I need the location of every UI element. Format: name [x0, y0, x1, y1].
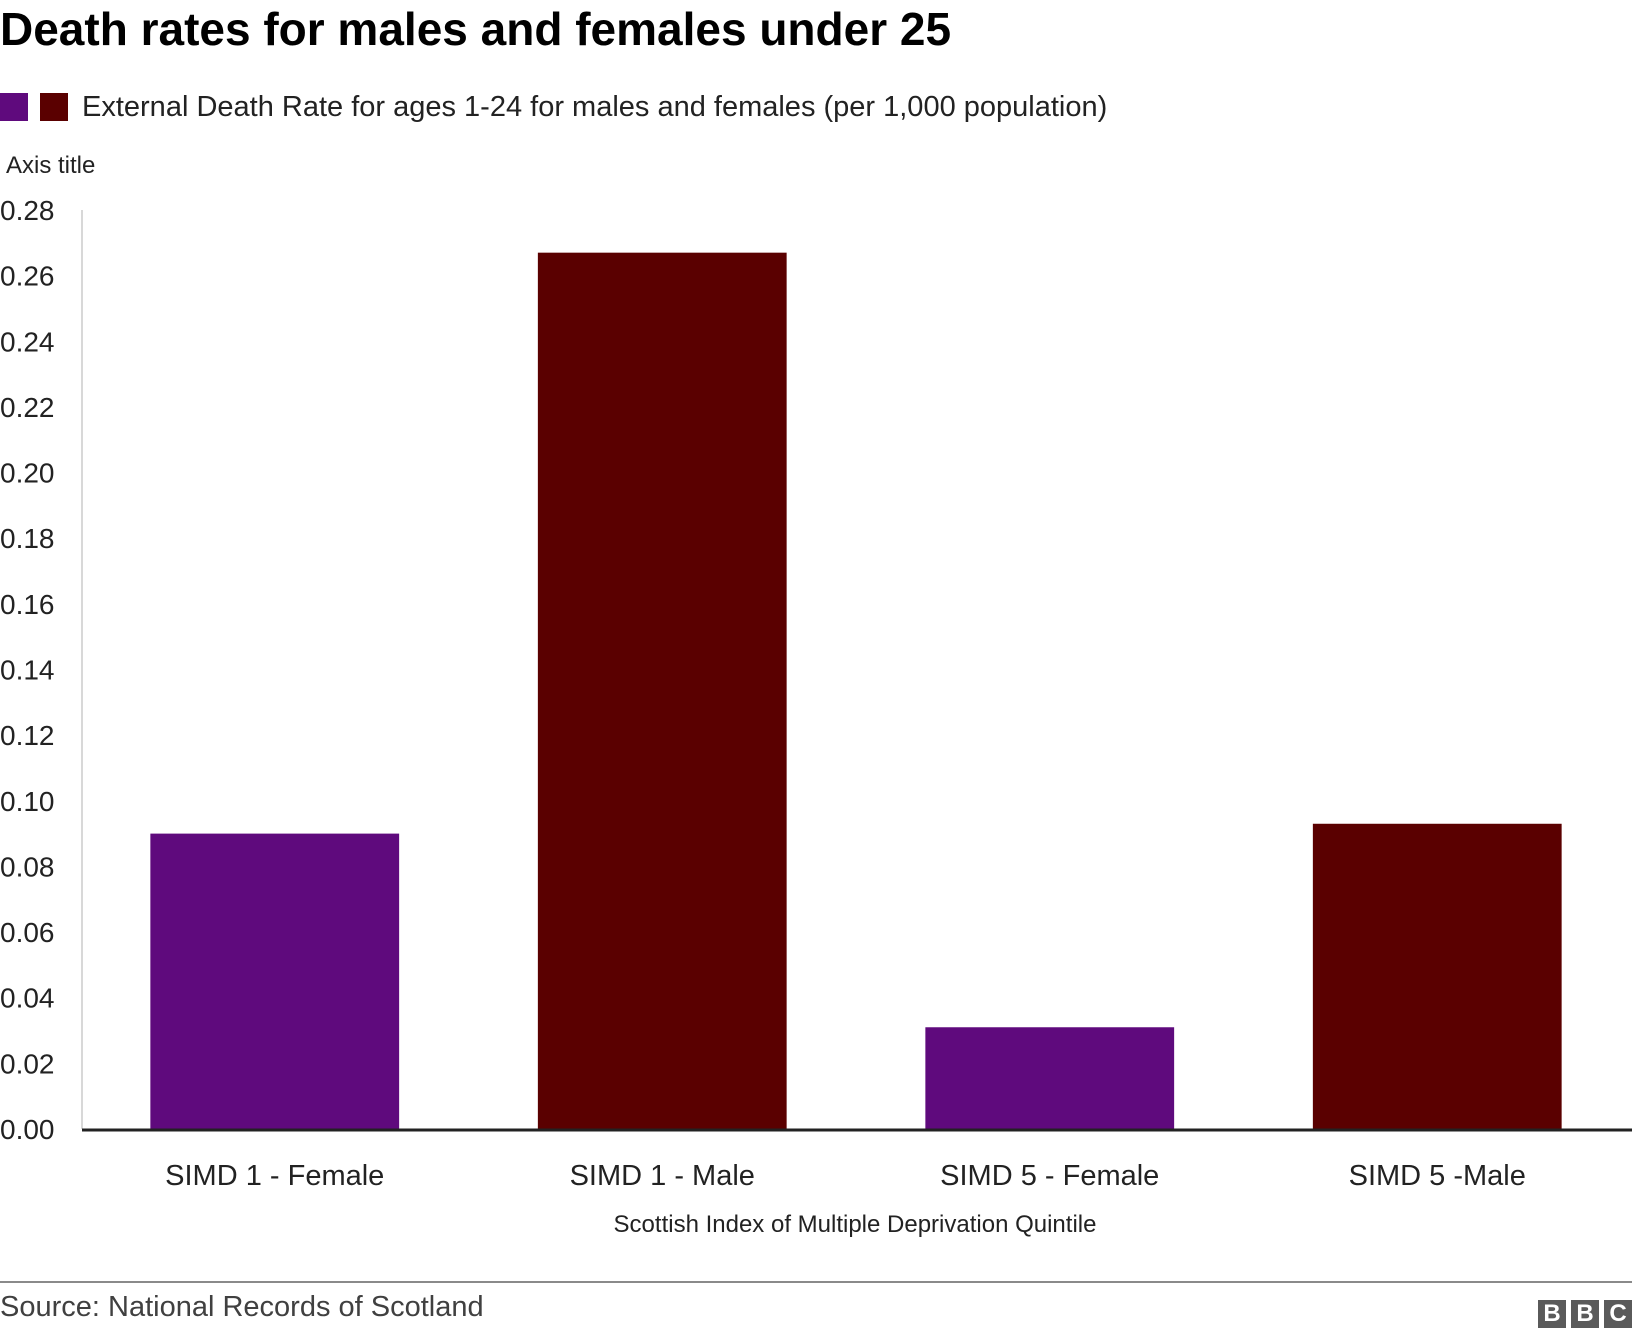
bbc-logo-block: C [1604, 1300, 1632, 1328]
y-tick-label: 0.00 [0, 1114, 55, 1145]
y-tick-label: 0.10 [0, 786, 55, 817]
y-tick-label: 0.20 [0, 458, 55, 489]
y-tick-label: 0.02 [0, 1048, 55, 1079]
x-tick-label: SIMD 1 - Female [165, 1160, 384, 1192]
y-tick-label: 0.12 [0, 720, 55, 751]
legend-swatch-male [40, 93, 68, 121]
y-tick-label: 0.26 [0, 261, 55, 292]
y-axis-title: Axis title [6, 152, 96, 179]
bbc-logo: B B C [1538, 1300, 1632, 1328]
y-tick-label: 0.04 [0, 983, 55, 1014]
bar-2 [537, 252, 787, 1130]
y-tick-label: 0.24 [0, 326, 55, 357]
bbc-logo-block: B [1538, 1300, 1566, 1328]
y-tick-label: 0.22 [0, 392, 55, 423]
x-tick-label: SIMD 5 -Male [1349, 1160, 1526, 1192]
source-note: Source: National Records of Scotland [0, 1291, 484, 1323]
x-tick-label: SIMD 5 - Female [940, 1160, 1159, 1192]
legend-label: External Death Rate for ages 1-24 for ma… [82, 90, 1108, 123]
footer-divider [0, 1281, 1632, 1283]
legend: External Death Rate for ages 1-24 for ma… [0, 88, 1107, 126]
y-tick-label: 0.16 [0, 589, 55, 620]
y-tick-label: 0.08 [0, 851, 55, 882]
bar-chart: 0.00 0.02 0.04 0.06 0.08 0.10 0.12 0.14 0.16 0.18… [0, 195, 1632, 1238]
bar-3 [925, 1027, 1175, 1129]
legend-swatch-female [0, 93, 28, 121]
y-tick-label: 0.28 [0, 195, 55, 226]
bbc-logo-block: B [1571, 1300, 1599, 1328]
bar-4 [1312, 823, 1562, 1129]
x-axis-title: Scottish Index of Multiple Deprivation Q… [614, 1211, 1097, 1238]
bar-1 [150, 833, 400, 1129]
y-tick-label: 0.14 [0, 655, 55, 686]
y-tick-label: 0.18 [0, 523, 55, 554]
x-tick-label: SIMD 1 - Male [570, 1160, 755, 1192]
chart-title: Death rates for males and females under … [0, 3, 952, 55]
y-tick-label: 0.06 [0, 917, 55, 948]
